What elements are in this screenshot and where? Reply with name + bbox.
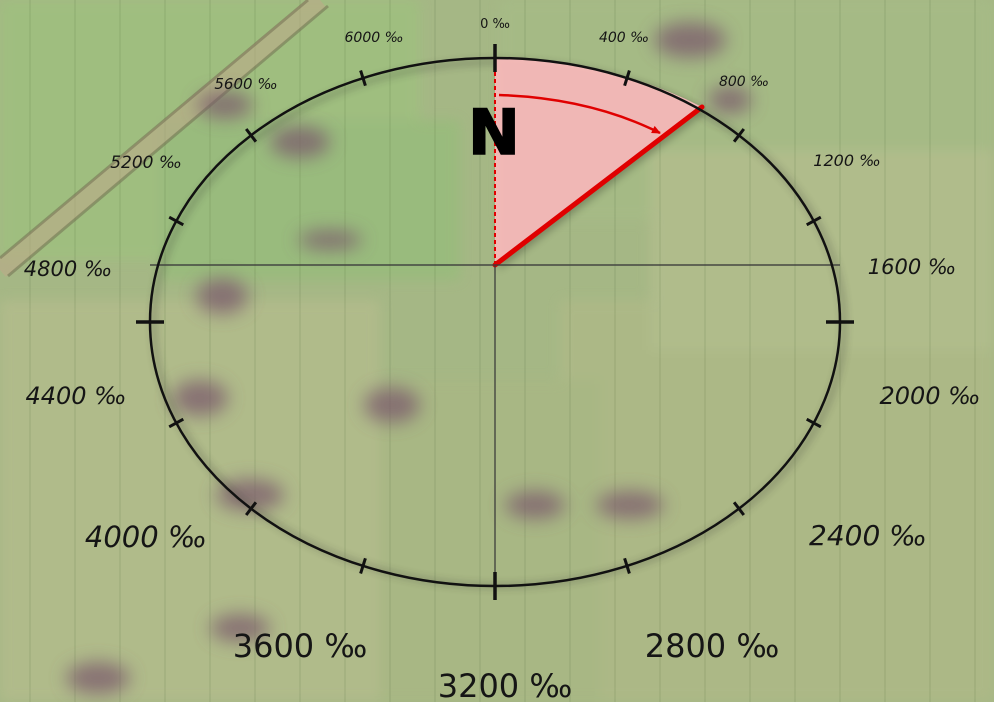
north-letter: N (468, 96, 520, 169)
tick-6000-mils (359, 70, 367, 87)
tick-2800-mils (623, 557, 631, 574)
label-4000-mils: 4000 ‰ (85, 520, 207, 554)
label-1200-mils: 1200 ‰ (813, 151, 880, 170)
tick-2000-mils (805, 417, 822, 429)
mil-labels: 0 ‰ 400 ‰ 800 ‰ 1200 ‰ 1600 ‰ 2000 ‰ 240… (24, 17, 981, 702)
bearing-sector (492, 57, 706, 270)
bearing-arrow (498, 93, 661, 135)
compass-ticks (136, 44, 854, 600)
label-3200-mils: 3200 ‰ (438, 667, 573, 702)
label-5600-mils: 5600 ‰ (214, 75, 277, 93)
label-0-mils: 0 ‰ (480, 17, 510, 32)
sector-edge-line (492, 104, 705, 268)
tick-3600-mils (359, 557, 367, 574)
tick-2400-mils (732, 501, 745, 516)
label-2000-mils: 2000 ‰ (879, 382, 980, 410)
sector-fill (495, 57, 702, 265)
tick-5200-mils (168, 215, 185, 227)
label-4400-mils: 4400 ‰ (25, 382, 126, 410)
tick-800-mils (732, 128, 745, 143)
field-stripes (29, 0, 976, 702)
dark-soil-patches (66, 22, 752, 694)
field-track (0, 0, 329, 278)
label-5200-mils: 5200 ‰ (110, 153, 182, 173)
label-800-mils: 800 ‰ (719, 74, 769, 90)
label-2800-mils: 2800 ‰ (645, 627, 780, 665)
label-3600-mils: 3600 ‰ (233, 627, 368, 665)
label-400-mils: 400 ‰ (599, 30, 649, 46)
tick-4000-mils (245, 501, 258, 516)
label-1600-mils: 1600 ‰ (868, 255, 956, 279)
tick-5600-mils (245, 128, 258, 143)
tick-1200-mils (805, 215, 822, 227)
label-2400-mils: 2400 ‰ (809, 519, 927, 552)
tick-400-mils (623, 70, 631, 87)
label-4800-mils: 4800 ‰ (24, 257, 112, 281)
crosshair (150, 264, 840, 586)
tick-4400-mils (168, 417, 185, 429)
label-6000-mils: 6000 ‰ (345, 30, 404, 46)
